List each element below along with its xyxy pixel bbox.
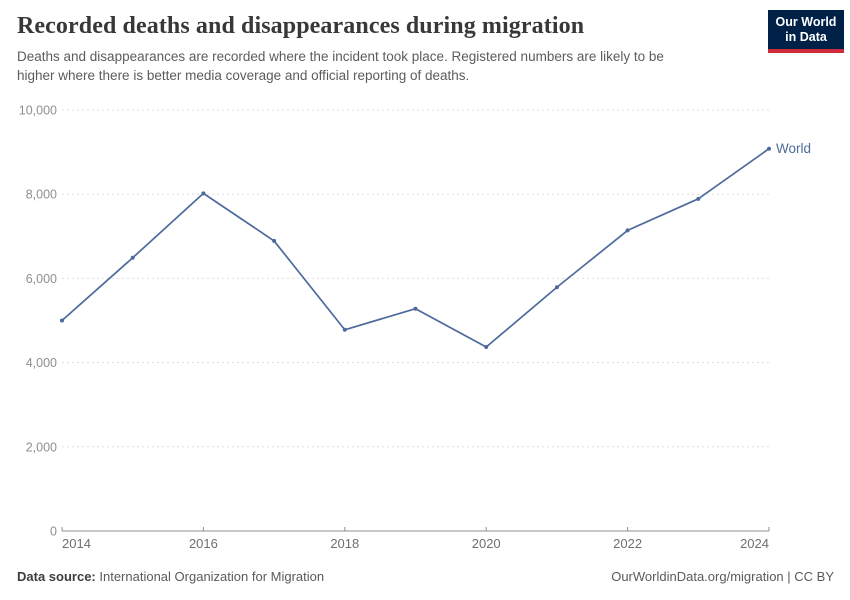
y-gridlines [62, 109, 769, 532]
svg-text:2020: 2020 [472, 536, 501, 551]
series-line-world[interactable] [61, 147, 770, 348]
svg-text:4,000: 4,000 [26, 356, 57, 370]
entity-label[interactable]: World [776, 141, 811, 156]
data-source-value: International Organization for Migration [99, 569, 325, 584]
svg-text:2014: 2014 [62, 536, 91, 551]
x-axis-labels: 2014 2016 2018 2020 2022 2024 [61, 527, 770, 551]
svg-text:8,000: 8,000 [26, 188, 57, 202]
chart-subtitle: Deaths and disappearances are recorded w… [17, 49, 664, 83]
chart-title: Recorded deaths and disappearances durin… [17, 13, 585, 39]
svg-text:2016: 2016 [189, 536, 218, 551]
svg-text:2024: 2024 [740, 536, 769, 551]
svg-text:2,000: 2,000 [26, 440, 57, 454]
data-source: Data source: International Organization … [17, 569, 324, 584]
svg-text:2022: 2022 [613, 536, 642, 551]
owid-logo-line2: in Data [785, 30, 827, 44]
attribution-link[interactable]: OurWorldinData.org/migration | CC BY [611, 569, 834, 584]
data-source-label: Data source: [17, 569, 96, 584]
owid-logo[interactable]: Our World in Data [768, 10, 844, 53]
svg-text:2018: 2018 [330, 536, 359, 551]
svg-text:6,000: 6,000 [26, 272, 57, 286]
svg-text:0: 0 [50, 525, 57, 539]
series-data-points[interactable] [60, 146, 771, 350]
y-axis-labels: 0 2,000 4,000 6,000 8,000 10,000 [19, 104, 57, 539]
owid-logo-line1: Our World [775, 15, 837, 29]
svg-text:10,000: 10,000 [19, 104, 57, 118]
